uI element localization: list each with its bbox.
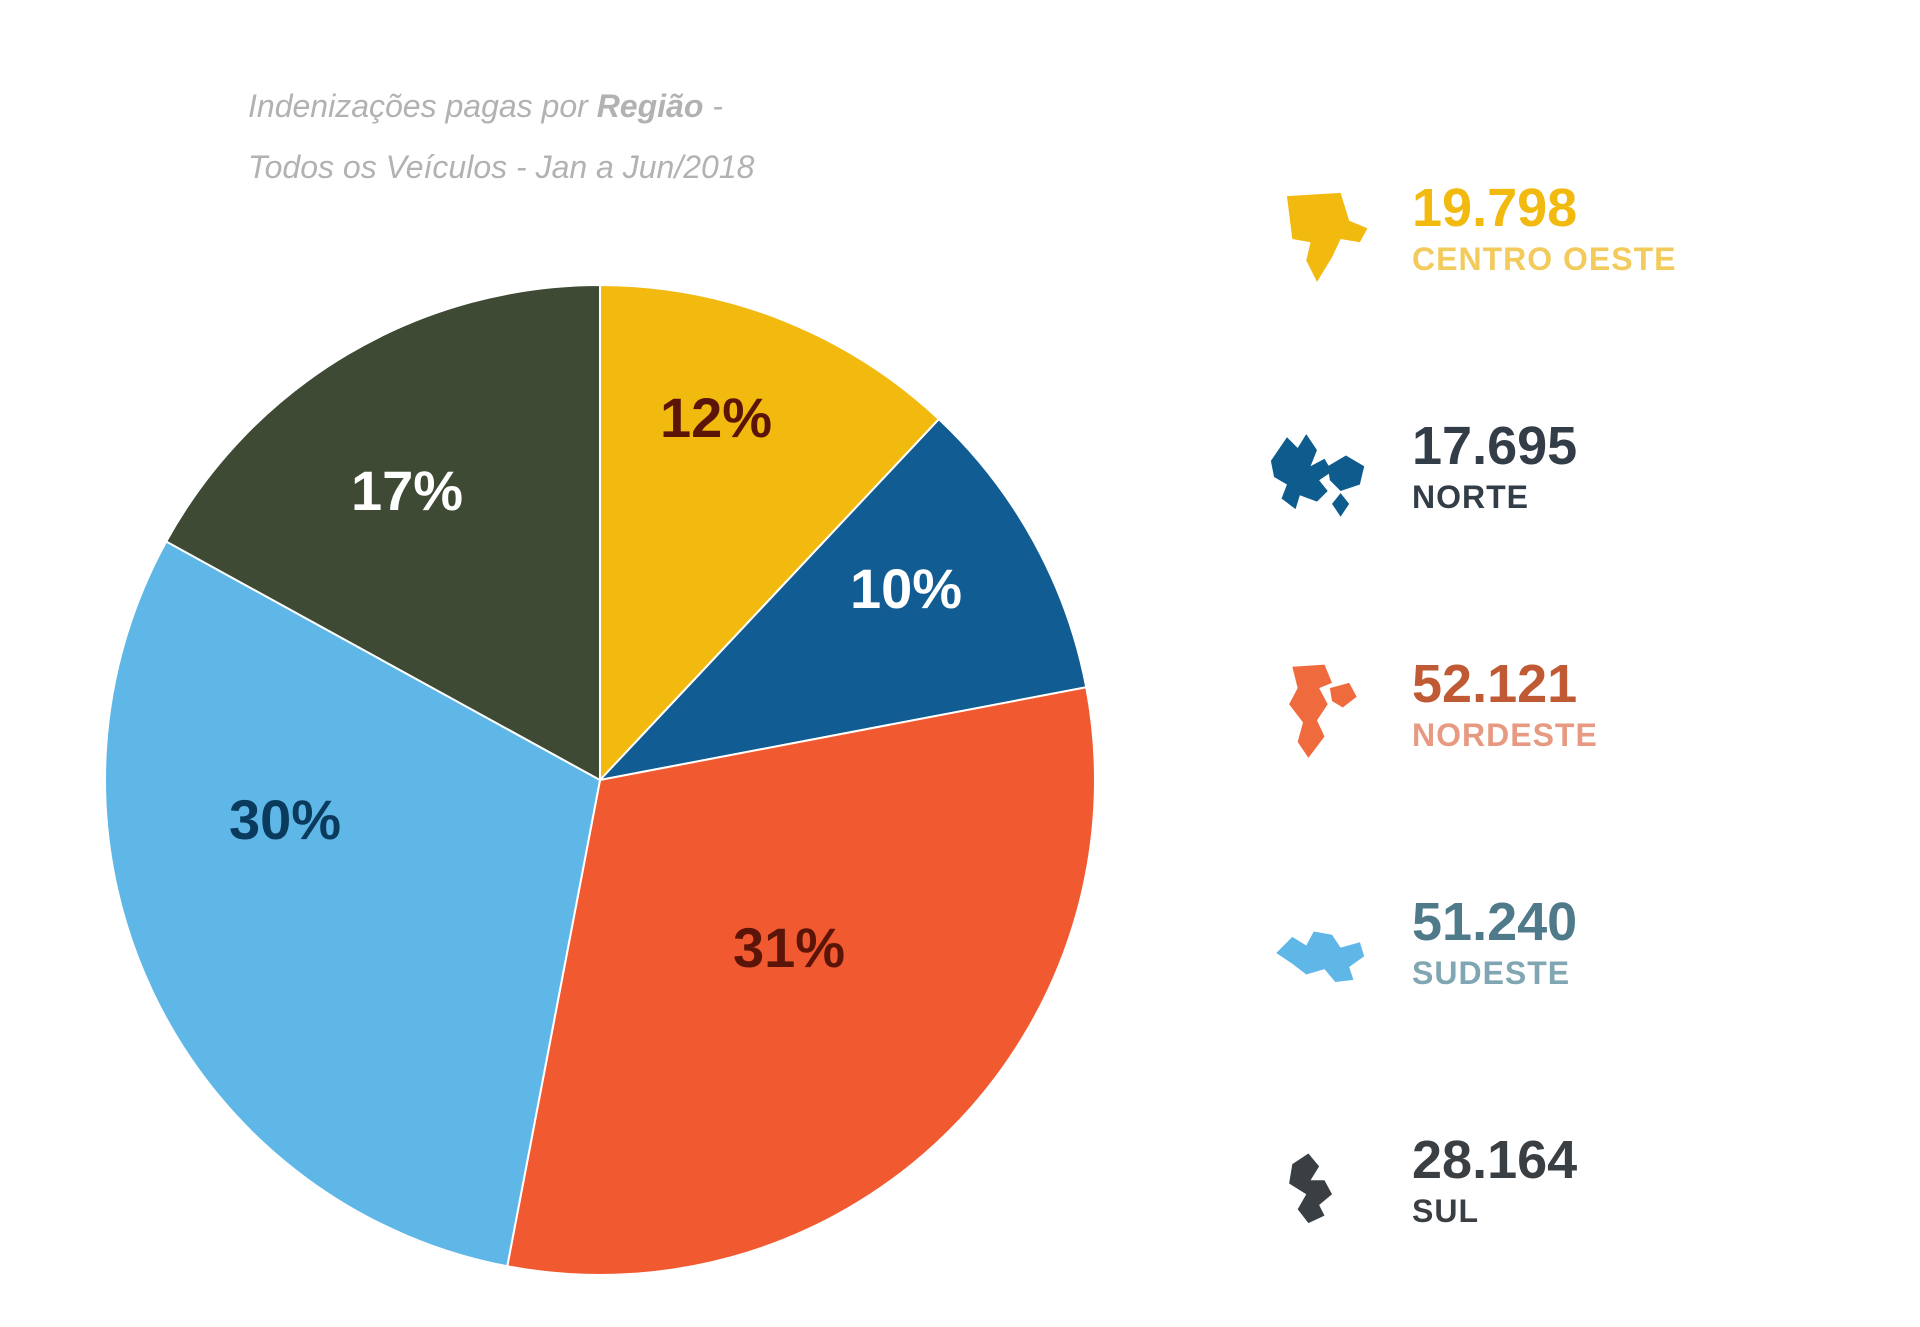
svg-text:30%: 30% bbox=[229, 788, 341, 851]
svg-text:12%: 12% bbox=[660, 386, 772, 449]
svg-text:31%: 31% bbox=[733, 916, 845, 979]
svg-text:10%: 10% bbox=[850, 557, 962, 620]
svg-text:17%: 17% bbox=[351, 459, 463, 522]
